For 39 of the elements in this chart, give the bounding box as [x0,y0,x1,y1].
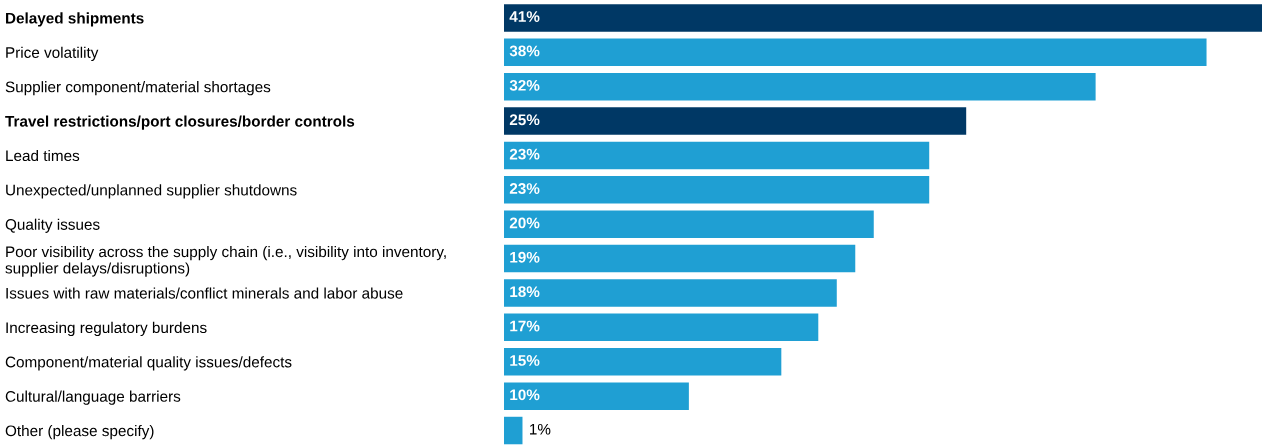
y-tick-label: Price volatility [6,46,99,61]
bar [504,4,1262,32]
bar [504,141,930,170]
bar [504,313,819,342]
data-label: 38% [509,45,540,57]
data-label: 10% [510,389,540,401]
data-label: 19% [510,251,540,263]
bar [504,416,523,445]
y-tick-label: Supplier component/material shortages [5,81,271,96]
bar [504,38,1207,67]
data-label: 15% [510,355,540,366]
y-tick-label: Cultural/language barriers [5,390,181,405]
y-tick-label: Component/material quality issues/defects [5,356,292,371]
y-tick-label: Unexpected/unplanned supplier shutdowns [6,184,297,199]
bar [504,279,837,307]
bar [504,244,856,273]
y-tick-label: Quality issues [5,218,100,233]
bar [504,107,967,135]
y-tick-label: Poor visibility across the supply chain (i.e., visibility into inventory, supplier delays/disruptions) [5,245,446,277]
data-label: 20% [509,217,540,229]
data-label: 25% [509,114,540,126]
bar [504,382,689,410]
y-tick-label: Issues with raw materials/conflict minerals and labor abuse [6,287,403,299]
y-tick-label: Delayed shipments [6,12,144,27]
data-label: 41% [509,11,540,22]
data-label: 23% [509,148,540,160]
data-label: 32% [509,79,540,91]
bar [504,210,874,238]
bar [504,72,1096,101]
bar [504,176,930,204]
data-label: 18% [510,286,540,298]
data-label: 23% [509,183,540,194]
y-tick-label: Travel restrictions/port closures/border controls [5,115,355,130]
bar [504,348,782,376]
y-tick-label: Other (please specify) [5,424,154,440]
data-label: 1% [530,423,551,435]
y-tick-label: Lead times [6,149,80,162]
data-label: 17% [510,320,540,332]
y-tick-label: Increasing regulatory burdens [6,321,207,337]
